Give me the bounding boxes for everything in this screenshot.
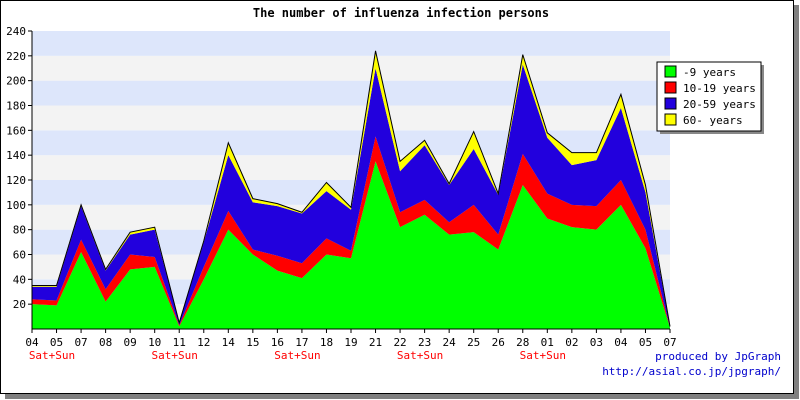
legend-label: 10-19 years — [683, 82, 756, 95]
x-tick-label: 26 — [492, 336, 505, 349]
x-tick-label: 04 — [614, 336, 628, 349]
legend-label: 60- years — [683, 114, 743, 127]
legend-swatch — [664, 65, 677, 78]
x-tick-label: 22 — [393, 336, 406, 349]
grid-band — [32, 55, 670, 81]
grid-band — [32, 80, 670, 106]
y-tick-label: 100 — [6, 199, 26, 212]
x-tick-label: 24 — [443, 336, 457, 349]
series-area-2 — [32, 64, 670, 328]
x-tick-label: 15 — [246, 336, 259, 349]
x-tick-label: 14 — [222, 336, 236, 349]
credit-line-2: http://asial.co.jp/jpgraph/ — [602, 365, 781, 378]
chart-frame: The number of influenza infection person… — [0, 0, 794, 394]
x-tick-label: 28 — [516, 336, 529, 349]
y-tick-label: 40 — [13, 273, 26, 286]
grid-band — [32, 105, 670, 131]
stacked-areas — [32, 50, 671, 329]
y-tick-label: 240 — [6, 25, 26, 38]
x-tick-label: 16 — [271, 336, 284, 349]
axes: 20 40 60 80 100 120 140 160 180 200 220 240 04 05 07 08… — [6, 25, 677, 362]
y-tick-label: 200 — [6, 75, 26, 88]
x-tick-label: 17 — [295, 336, 308, 349]
credit: produced by JpGraph http://asial.co.jp/j… — [602, 349, 781, 379]
legend-label: 20-59 years — [683, 98, 756, 111]
y-tick-label: 140 — [6, 149, 26, 162]
weekend-label: Sat+Sun — [152, 349, 198, 362]
grid-band — [32, 130, 670, 156]
weekend-label: Sat+Sun — [397, 349, 443, 362]
x-tick-label: 03 — [590, 336, 603, 349]
x-tick-label: 12 — [197, 336, 210, 349]
weekend-label: Sat+Sun — [29, 349, 75, 362]
x-tick-label: 05 — [639, 336, 652, 349]
weekend-label: Sat+Sun — [520, 349, 566, 362]
x-tick-label: 18 — [320, 336, 333, 349]
x-tick-label: 07 — [663, 336, 676, 349]
x-tick-label: 01 — [541, 336, 554, 349]
grid-band — [32, 31, 670, 56]
x-tick-label: 11 — [173, 336, 186, 349]
x-tick-label: 09 — [124, 336, 137, 349]
legend-swatch — [664, 81, 677, 94]
x-tick-label: 21 — [369, 336, 382, 349]
series-area-0 — [32, 161, 670, 329]
legend-label: -9 years — [683, 66, 736, 79]
x-tick-label: 08 — [99, 336, 112, 349]
y-tick-label: 180 — [6, 100, 26, 113]
y-tick-label: 220 — [6, 50, 26, 63]
influenza-area-chart: The number of influenza infection person… — [6, 6, 764, 362]
chart-title: The number of influenza infection person… — [253, 6, 549, 20]
legend: -9 years 10-19 years 20-59 years 60- years — [656, 61, 764, 134]
total-outline — [32, 50, 671, 327]
credit-line-1: produced by JpGraph — [655, 350, 781, 363]
x-tick-label: 25 — [467, 336, 480, 349]
x-tick-label: 10 — [148, 336, 161, 349]
legend-swatch — [664, 97, 677, 110]
y-tick-label: 20 — [13, 298, 26, 311]
x-tick-label: 19 — [344, 336, 357, 349]
y-tick-label: 60 — [13, 249, 26, 262]
x-tick-label: 05 — [50, 336, 63, 349]
x-tick-label: 04 — [25, 336, 39, 349]
y-tick-label: 80 — [13, 224, 26, 237]
y-tick-label: 160 — [6, 124, 26, 137]
legend-swatch — [664, 113, 677, 126]
x-tick-label: 07 — [74, 336, 87, 349]
x-tick-label: 02 — [565, 336, 578, 349]
x-tick-label: 23 — [418, 336, 431, 349]
weekend-label: Sat+Sun — [274, 349, 320, 362]
y-tick-label: 120 — [6, 174, 26, 187]
